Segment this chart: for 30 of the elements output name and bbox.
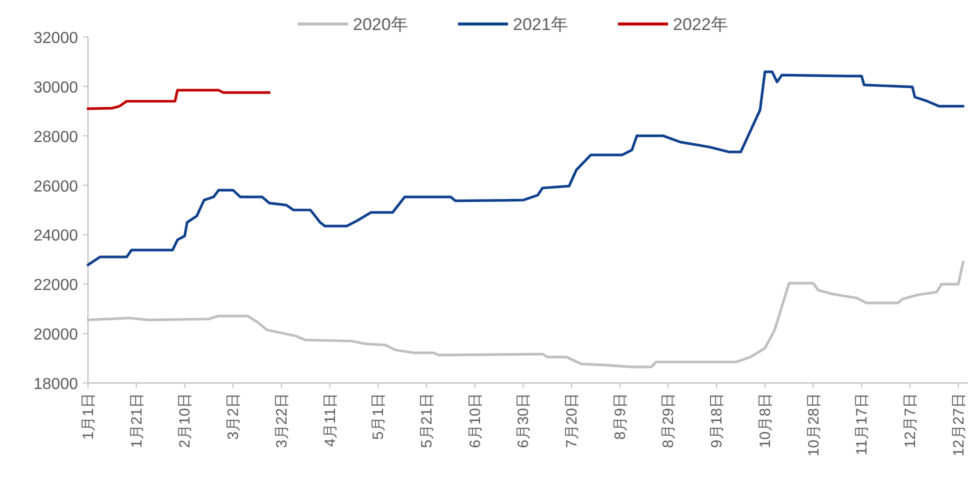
x-tick-label: 4月11日 (322, 393, 339, 447)
x-tick-label: 6月30日 (515, 393, 532, 448)
x-tick-label: 2月10日 (176, 393, 194, 448)
y-tick-label: 22000 (34, 277, 78, 294)
y-tick-label: 32000 (34, 30, 78, 47)
x-tick-label: 5月1日 (370, 393, 388, 440)
legend-label: 2022年 (673, 15, 728, 34)
y-tick-label: 26000 (34, 178, 78, 196)
x-tick-label: 3月2日 (225, 393, 242, 440)
y-tick-label: 20000 (34, 326, 78, 344)
x-tick-label: 1月1日 (80, 393, 97, 440)
x-tick-label: 10月8日 (756, 393, 774, 448)
x-tick-label: 8月29日 (660, 393, 678, 448)
x-tick-label: 10月28日 (805, 393, 822, 456)
x-tick-label: 1月21日 (128, 393, 146, 448)
x-tick-label: 12月7日 (902, 393, 919, 448)
x-tick-label: 7月20日 (564, 393, 581, 448)
x-tick-label: 8月9日 (612, 393, 629, 440)
legend-label: 2020年 (353, 15, 408, 34)
y-tick-label: 30000 (34, 79, 78, 96)
y-tick-label: 24000 (34, 228, 78, 245)
legend-label: 2021年 (513, 15, 568, 34)
y-tick-label: 28000 (34, 128, 78, 146)
x-tick-label: 5月21日 (418, 393, 436, 448)
x-tick-label: 9月18日 (708, 393, 726, 448)
x-tick-label: 12月27日 (950, 393, 968, 456)
x-tick-label: 3月22日 (273, 393, 290, 448)
y-tick-label: 18000 (34, 376, 78, 393)
x-tick-label: 6月10日 (466, 393, 484, 448)
x-tick-label: 11月17日 (854, 393, 871, 456)
